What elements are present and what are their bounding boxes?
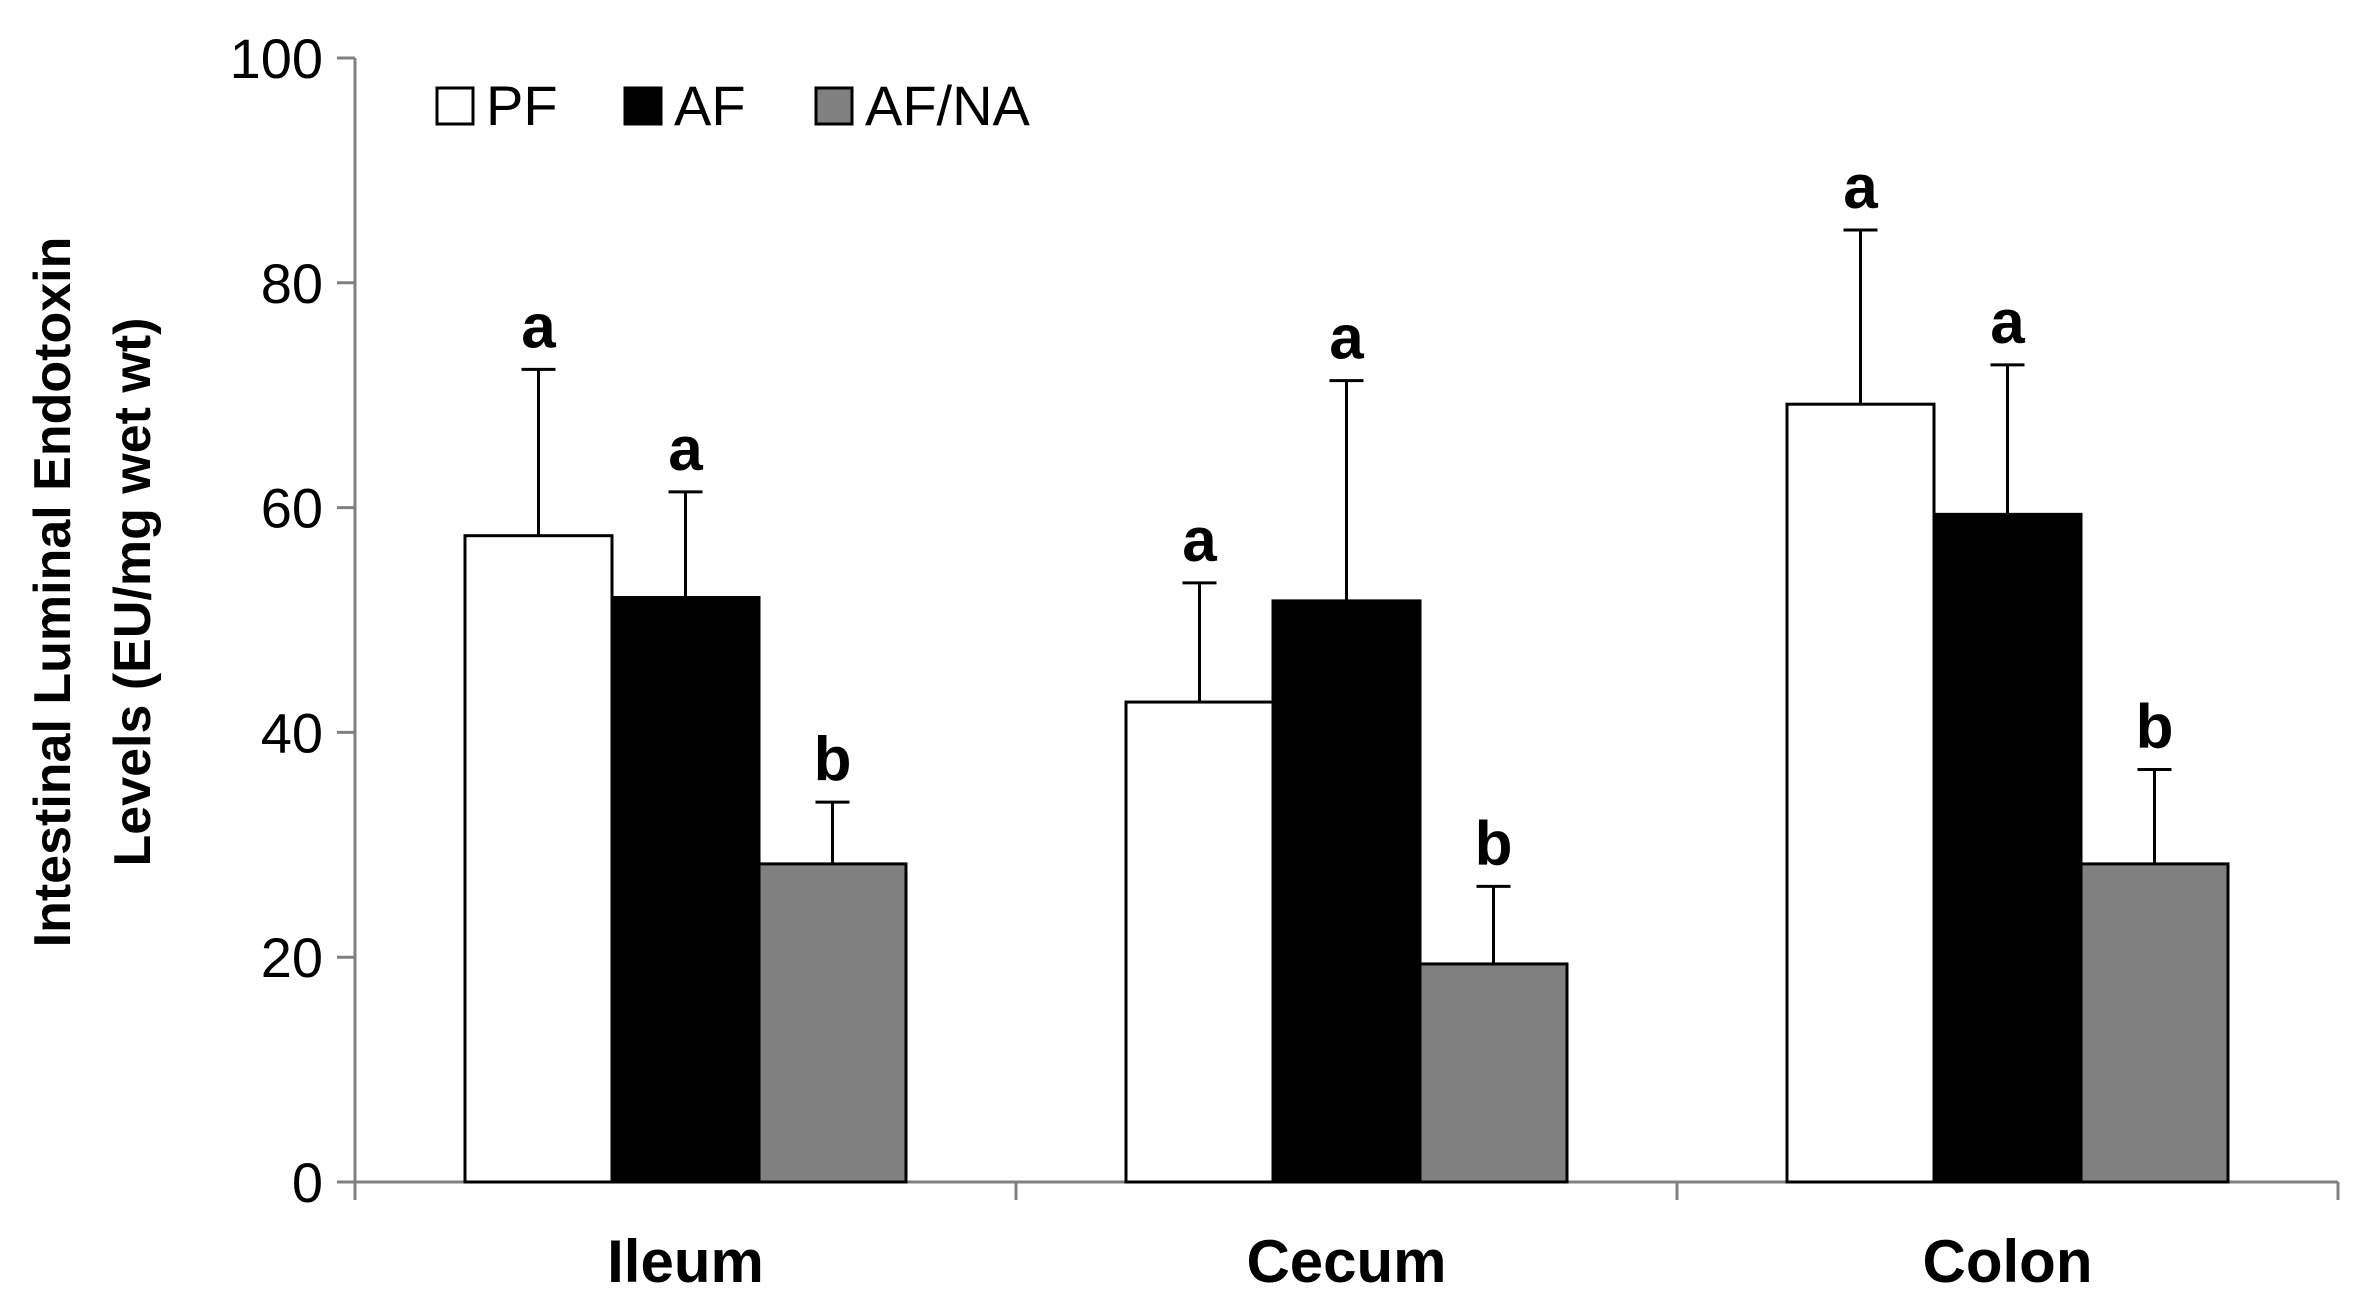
significance-label: a [521,292,556,361]
x-tick-label-colon: Colon [1923,1228,2093,1295]
y-tick-label: 20 [261,926,323,989]
bar-pf-cecum [1124,700,1275,1184]
significance-label: a [1329,304,1364,373]
legend-label: PF [486,74,558,137]
y-axis-title-line-1: Intestinal Luminal Endotoxin [24,237,82,948]
bar-af-na-cecum [1418,962,1569,1184]
significance-label: a [1182,506,1217,575]
bar-af-na-colon [2079,862,2230,1184]
y-axis-title-line-2: Levels (EU/mg wet wt) [104,318,162,867]
significance-label: b [2136,692,2174,761]
y-tick-label: 60 [261,477,323,540]
significance-label: b [814,725,852,794]
bar-af-na-ileum [757,862,908,1184]
significance-label: a [668,415,703,484]
legend-label: AF/NA [865,74,1031,137]
bar-af-cecum [1271,599,1422,1184]
bars: a a b a a b a a b [463,153,2230,1184]
legend-label: AF [674,74,746,137]
bar-af-ileum [610,596,761,1184]
significance-label: a [1843,153,1878,222]
bar-af-colon [1932,512,2083,1184]
x-tick-label-cecum: Cecum [1246,1228,1446,1295]
legend: PF AF AF/NA [435,74,1031,137]
legend-swatch-af-na [814,86,854,126]
y-tick-label: 80 [261,252,323,315]
legend-swatch-af [623,86,663,126]
significance-label: a [1990,288,2025,357]
x-tick-label-ileum: Ileum [607,1228,764,1295]
axes: 0 20 40 60 80 100 Ileum Cecum Colon [230,27,2340,1295]
y-tick-label: 0 [292,1151,323,1214]
bar-pf-colon [1785,402,1936,1184]
bar-pf-ileum [463,534,614,1184]
y-tick-label: 100 [230,27,323,90]
legend-swatch-pf [435,86,475,126]
y-axis-title: Intestinal Luminal Endotoxin Levels (EU/… [24,237,162,948]
y-tick-label: 40 [261,701,323,764]
significance-label: b [1475,809,1513,878]
